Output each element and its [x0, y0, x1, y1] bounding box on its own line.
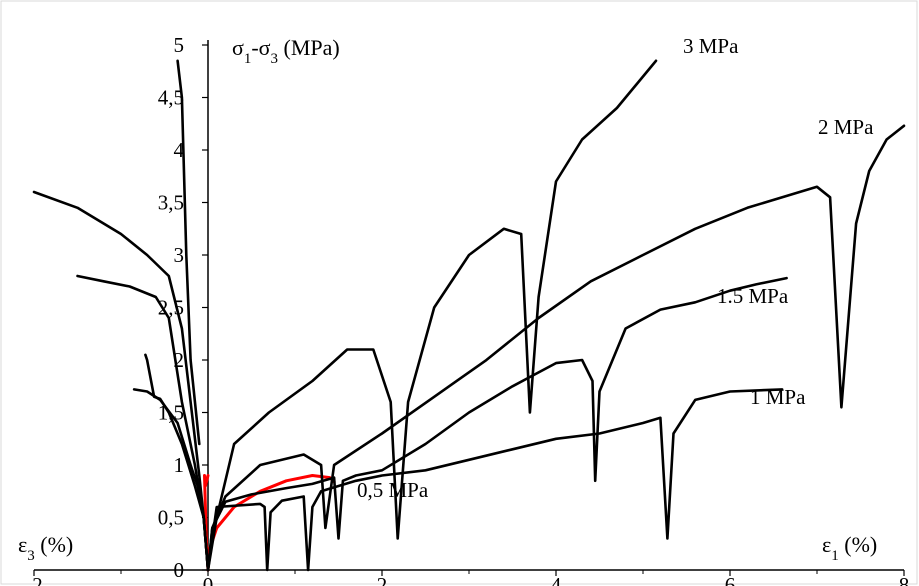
x-tick-label: 6 — [725, 573, 736, 586]
series-3-mpa-lateral-line — [32, 190, 210, 572]
x-tick-label: 2 — [377, 573, 388, 586]
x1-axis-title: ε1 (%) — [822, 532, 877, 564]
y-tick-label: 3,5 — [158, 191, 184, 215]
label-layer: σ1-σ3 (MPa) ε1 (%) ε3 (%) -2 0 2 4 6 8 0 0,5 1 1,… — [18, 33, 909, 586]
series-3-mpa-axial-line — [206, 59, 658, 572]
series-1-5-mpa-axial-line — [206, 276, 788, 572]
y-tick-label: 0 — [174, 558, 185, 582]
y-tick-label: 3 — [174, 243, 185, 267]
y-tick-label: 2 — [174, 348, 185, 372]
x-tick-label: 0 — [203, 573, 214, 586]
series-label: 1 MPa — [750, 385, 806, 409]
series-2-mpa-axial-line — [206, 124, 906, 572]
series-label: 2 MPa — [818, 115, 874, 139]
y-tick-label: 2,5 — [158, 296, 184, 320]
x-tick-label: 8 — [899, 573, 910, 586]
series-label: 3 MPa — [683, 34, 739, 58]
y-tick-label: 1,5 — [158, 401, 184, 425]
y-tick-label: 1 — [174, 453, 185, 477]
series-1-mpa-axial-line — [206, 388, 784, 572]
y-tick-label: 4 — [174, 138, 185, 162]
x-tick-label: -2 — [25, 573, 43, 586]
series-label: 0,5 MPa — [357, 478, 429, 502]
y-tick-label: 0,5 — [158, 506, 184, 530]
series-3-mpa-peak-line — [176, 59, 201, 446]
x-tick-label: 4 — [551, 573, 562, 586]
series-label: 1.5 MPa — [717, 284, 789, 308]
y-tick-label: 5 — [174, 33, 185, 57]
y-axis-title: σ1-σ3 (MPa) — [232, 35, 340, 67]
series-layer — [32, 59, 906, 572]
y-tick-label: 4,5 — [158, 86, 184, 110]
x3-axis-title: ε3 (%) — [18, 532, 73, 564]
